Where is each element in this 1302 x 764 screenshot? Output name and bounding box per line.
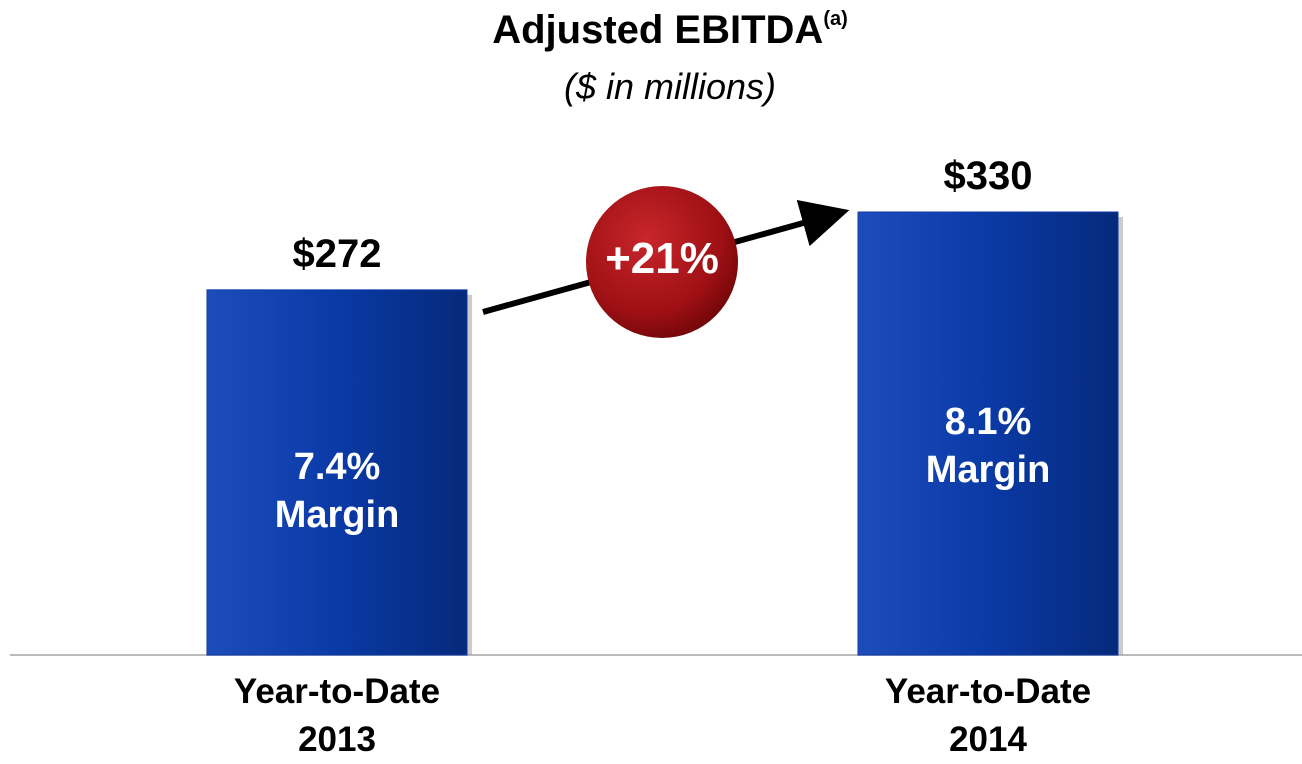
growth-badge xyxy=(586,186,738,338)
chart-subtitle: ($ in millions) xyxy=(563,66,777,107)
bar-annotation: 8.1% Margin xyxy=(925,401,1051,492)
x-tick-label: Year-to-Date 2013 xyxy=(233,672,441,759)
bar xyxy=(857,211,1119,656)
growth-label: +21% xyxy=(605,234,719,283)
x-tick-label: Year-to-Date 2014 xyxy=(884,672,1092,759)
chart-title: Adjusted EBITDA(a) xyxy=(492,8,848,52)
bar-annotation: 7.4% Margin xyxy=(274,446,400,537)
value-label: $330 xyxy=(943,154,1033,198)
value-label: $272 xyxy=(292,231,382,276)
title-superscript: (a) xyxy=(823,8,848,30)
bar xyxy=(206,289,468,656)
